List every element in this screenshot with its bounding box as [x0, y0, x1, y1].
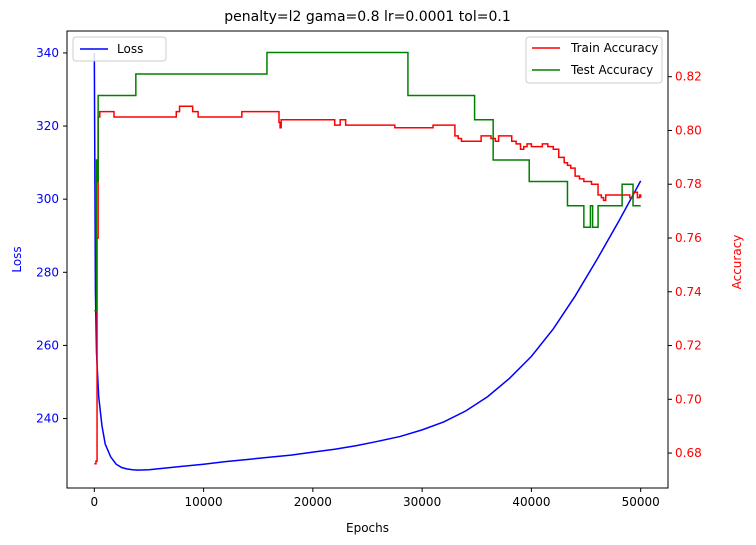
y-left-tick-label: 300 [36, 192, 59, 206]
legend-train-label: Train Accuracy [570, 41, 658, 55]
x-tick-label: 10000 [184, 495, 222, 509]
y-left-tick-label: 260 [36, 338, 59, 352]
y-right-tick-label: 0.74 [675, 285, 702, 299]
y-left-tick-label: 340 [36, 46, 59, 60]
y-axis-label-left: Loss [10, 246, 24, 272]
legend-left-box [72, 36, 167, 62]
y-right-tick-label: 0.68 [675, 446, 702, 460]
x-tick-label: 0 [90, 495, 98, 509]
x-axis-label: Epochs [346, 521, 389, 535]
y-axis-label-right: Accuracy [730, 235, 744, 290]
x-tick-label: 40000 [512, 495, 550, 509]
plot-frame [66, 30, 669, 489]
x-tick-label: 30000 [403, 495, 441, 509]
x-tick-label: 20000 [294, 495, 332, 509]
y-left-tick-label: 280 [36, 265, 59, 279]
y-left-tick-label: 320 [36, 119, 59, 133]
y-right-tick-label: 0.70 [675, 392, 702, 406]
legend-right: Train Accuracy Test Accuracy [525, 36, 663, 84]
y-left-tick-label: 240 [36, 412, 59, 426]
ticks-layer: 0 10000 20000 30000 40000 50000 240 260 280 300 32… [36, 46, 702, 509]
y-right-tick-label: 0.82 [675, 70, 702, 84]
y-right-tick-label: 0.80 [675, 123, 702, 137]
legend-left: Loss [72, 36, 167, 62]
legend-loss-label: Loss [117, 42, 143, 56]
series-loss-line [93, 52, 642, 471]
x-tick-label: 50000 [622, 495, 660, 509]
y-right-tick-label: 0.78 [675, 177, 702, 191]
legend-test-label: Test Accuracy [570, 63, 653, 77]
chart-title: penalty=l2 gama=0.8 lr=0.0001 tol=0.1 [224, 9, 510, 25]
y-right-tick-label: 0.76 [675, 231, 702, 245]
y-right-tick-label: 0.72 [675, 339, 702, 353]
series-layer [93, 51, 642, 471]
series-test-accuracy-line [94, 51, 641, 312]
series-train-accuracy-line [94, 105, 642, 465]
